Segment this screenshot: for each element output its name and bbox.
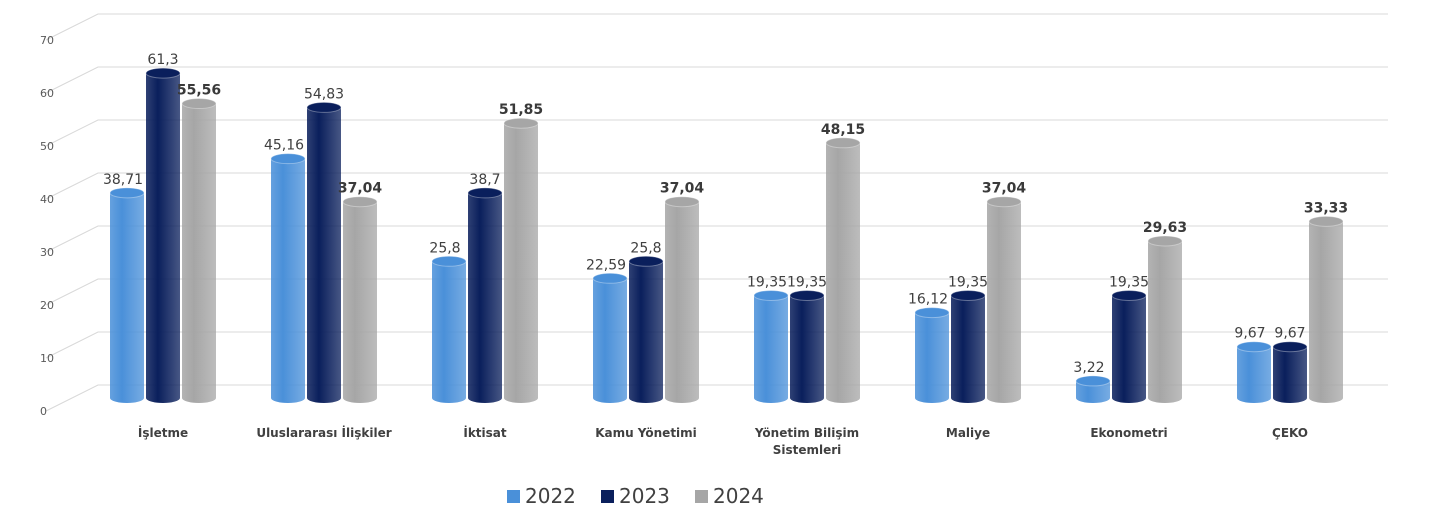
legend-swatch [601,490,614,503]
data-label: 37,04 [338,181,383,197]
x-category-label: ÇEKO [1272,426,1308,440]
y-tick-label: 60 [40,87,54,100]
gridline [45,331,1388,359]
gridline [45,66,1388,94]
gridline [45,278,1388,306]
gridline [45,172,1388,200]
bar-2024 [342,196,378,403]
bar-2022 [1075,375,1111,403]
data-label: 19,35 [948,274,988,290]
bar-2022 [914,307,950,403]
data-label: 29,63 [1143,220,1187,236]
bar-2024 [986,196,1022,403]
data-label: 9,67 [1234,326,1265,342]
data-label: 22,59 [586,257,626,273]
bar-2023 [1272,341,1308,403]
x-category-label: Kamu Yönetimi [595,426,697,440]
bar-2024 [825,137,861,403]
legend-item-2022: 2022 [507,484,576,508]
gridline [45,384,1388,412]
data-label: 37,04 [982,181,1027,197]
gridline [45,119,1388,147]
y-tick-label: 50 [40,140,54,153]
data-label: 55,56 [177,83,221,99]
y-tick-label: 30 [40,246,54,259]
data-label: 38,7 [469,172,500,188]
bar-2024 [1147,235,1183,403]
x-category-label: Maliye [946,426,990,440]
y-tick-label: 70 [40,34,54,47]
legend-label: 2024 [713,484,764,508]
bar-2024 [1308,215,1344,403]
bar-2023 [1111,289,1147,403]
legend-item-2024: 2024 [695,484,764,508]
data-label: 45,16 [264,138,304,154]
data-label: 38,71 [103,172,143,188]
gridline [45,225,1388,253]
x-category-label: Yönetim Bilişim [754,426,859,440]
bar-2022 [1236,341,1272,403]
y-tick-label: 40 [40,193,54,206]
bar-2022 [109,187,145,403]
bar-2022 [753,289,789,403]
bar-2022 [270,153,306,403]
data-label: 25,8 [630,240,661,256]
data-label: 51,85 [499,102,543,118]
bar-2023 [628,255,664,403]
bar-2024 [181,98,217,404]
data-label: 19,35 [747,274,787,290]
y-tick-label: 10 [40,352,54,365]
data-label: 37,04 [660,181,705,197]
bar-2023 [306,101,342,403]
legend-swatch [695,490,708,503]
bar-2023 [145,67,181,404]
data-label: 33,33 [1304,200,1348,216]
bar-2023 [950,289,986,403]
data-label: 25,8 [429,240,460,256]
bar-2022 [592,272,628,403]
x-category-label: Sistemleri [773,443,842,457]
bar-2023 [467,187,503,403]
legend-swatch [507,490,520,503]
data-label: 19,35 [1109,274,1149,290]
y-tick-label: 20 [40,299,54,312]
x-category-label: İktisat [463,425,507,440]
data-label: 48,15 [821,122,865,138]
bar-2024 [664,196,700,403]
bar-2024 [503,117,539,403]
data-label: 3,22 [1073,360,1104,376]
data-label: 9,67 [1274,326,1305,342]
legend-label: 2022 [525,484,576,508]
bar-2022 [431,255,467,403]
y-tick-label: 0 [40,405,47,418]
legend-label: 2023 [619,484,670,508]
gridline [45,13,1388,41]
data-label: 16,12 [908,292,948,308]
x-category-label: Ekonometri [1090,426,1167,440]
x-category-label: Uluslararası İlişkiler [256,425,391,440]
data-label: 61,3 [147,52,178,68]
x-category-label: İşletme [138,425,188,440]
legend-item-2023: 2023 [601,484,670,508]
bar-2023 [789,289,825,403]
data-label: 19,35 [787,274,827,290]
data-label: 54,83 [304,86,344,102]
